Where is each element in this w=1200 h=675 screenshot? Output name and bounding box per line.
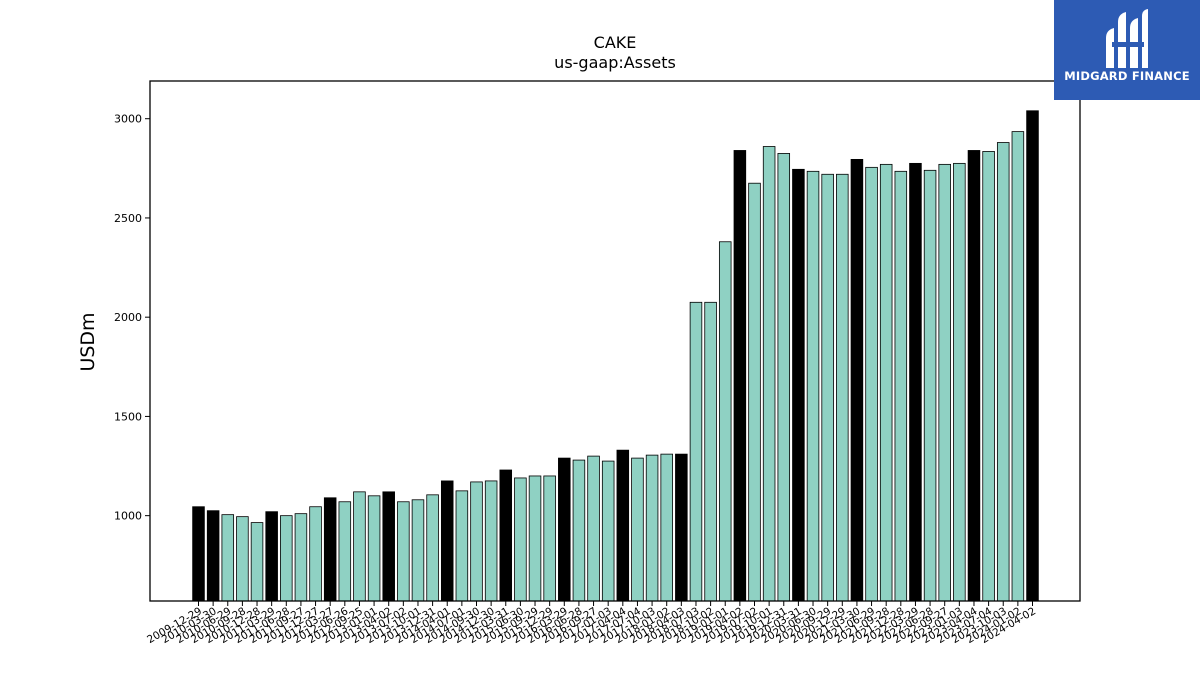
bar <box>353 491 366 602</box>
bar <box>923 169 937 602</box>
bar <box>645 454 659 602</box>
bar <box>733 150 747 602</box>
bar <box>996 142 1010 602</box>
chart-title: CAKE <box>594 33 637 52</box>
bars-group <box>192 110 1039 602</box>
bar <box>1011 131 1025 602</box>
bar <box>192 506 205 602</box>
bar <box>982 151 995 602</box>
bar <box>879 163 893 602</box>
bar <box>660 453 673 602</box>
bar <box>367 495 381 602</box>
bar <box>762 146 776 602</box>
bar <box>689 301 703 602</box>
bar <box>382 491 395 602</box>
bar <box>865 166 878 602</box>
bar <box>938 163 951 602</box>
bar <box>221 514 235 602</box>
bar <box>909 162 922 602</box>
bar <box>470 481 483 602</box>
bar <box>455 490 469 602</box>
bar <box>572 459 586 602</box>
bar <box>528 475 542 602</box>
y-tick-label: 1500 <box>114 410 142 423</box>
bar <box>792 168 805 602</box>
midgard-logo-icon <box>1106 9 1148 68</box>
bar <box>675 453 688 602</box>
bar <box>440 480 454 602</box>
bar <box>967 150 981 602</box>
bar <box>777 153 791 602</box>
bar <box>338 501 352 602</box>
bar <box>1026 110 1039 602</box>
bar <box>631 457 644 602</box>
bar <box>265 511 278 602</box>
y-tick-label: 2000 <box>114 311 142 324</box>
y-tick-label: 2500 <box>114 212 142 225</box>
bar <box>850 158 864 602</box>
bar <box>250 522 264 602</box>
bar <box>558 457 571 602</box>
bar <box>236 516 249 602</box>
brand-logo: MIDGARD FINANCE <box>1054 0 1200 100</box>
y-axis-label: USDm <box>77 312 99 371</box>
bar <box>514 477 527 602</box>
bar <box>806 170 820 602</box>
bar <box>411 499 425 602</box>
bar <box>894 170 908 602</box>
bar <box>484 480 498 602</box>
bar <box>616 449 630 602</box>
bar <box>206 510 220 602</box>
bar <box>718 241 732 602</box>
bar <box>748 182 761 602</box>
brand-logo-text: MIDGARD FINANCE <box>1064 69 1190 83</box>
y-tick-label: 3000 <box>114 113 142 126</box>
bar <box>601 460 615 602</box>
y-ticks-group: 1000 1500 2000 2500 3000 <box>114 113 150 523</box>
bar <box>294 513 308 602</box>
bar <box>836 173 849 602</box>
bar <box>499 469 513 602</box>
bar <box>323 497 337 602</box>
bar <box>309 506 322 602</box>
bar <box>587 455 600 602</box>
chart-subtitle: us-gaap:Assets <box>554 53 676 72</box>
x-ticks-group: 2009-12-292010-03-302010-06-292010-09-28… <box>145 601 1038 646</box>
bar <box>397 501 410 602</box>
bar <box>543 475 556 602</box>
y-tick-label: 1000 <box>114 510 142 523</box>
plot-frame <box>149 80 1081 602</box>
bar <box>821 173 834 602</box>
bar <box>280 515 293 602</box>
bar <box>426 494 439 602</box>
bar <box>704 301 717 602</box>
bar <box>953 162 966 602</box>
